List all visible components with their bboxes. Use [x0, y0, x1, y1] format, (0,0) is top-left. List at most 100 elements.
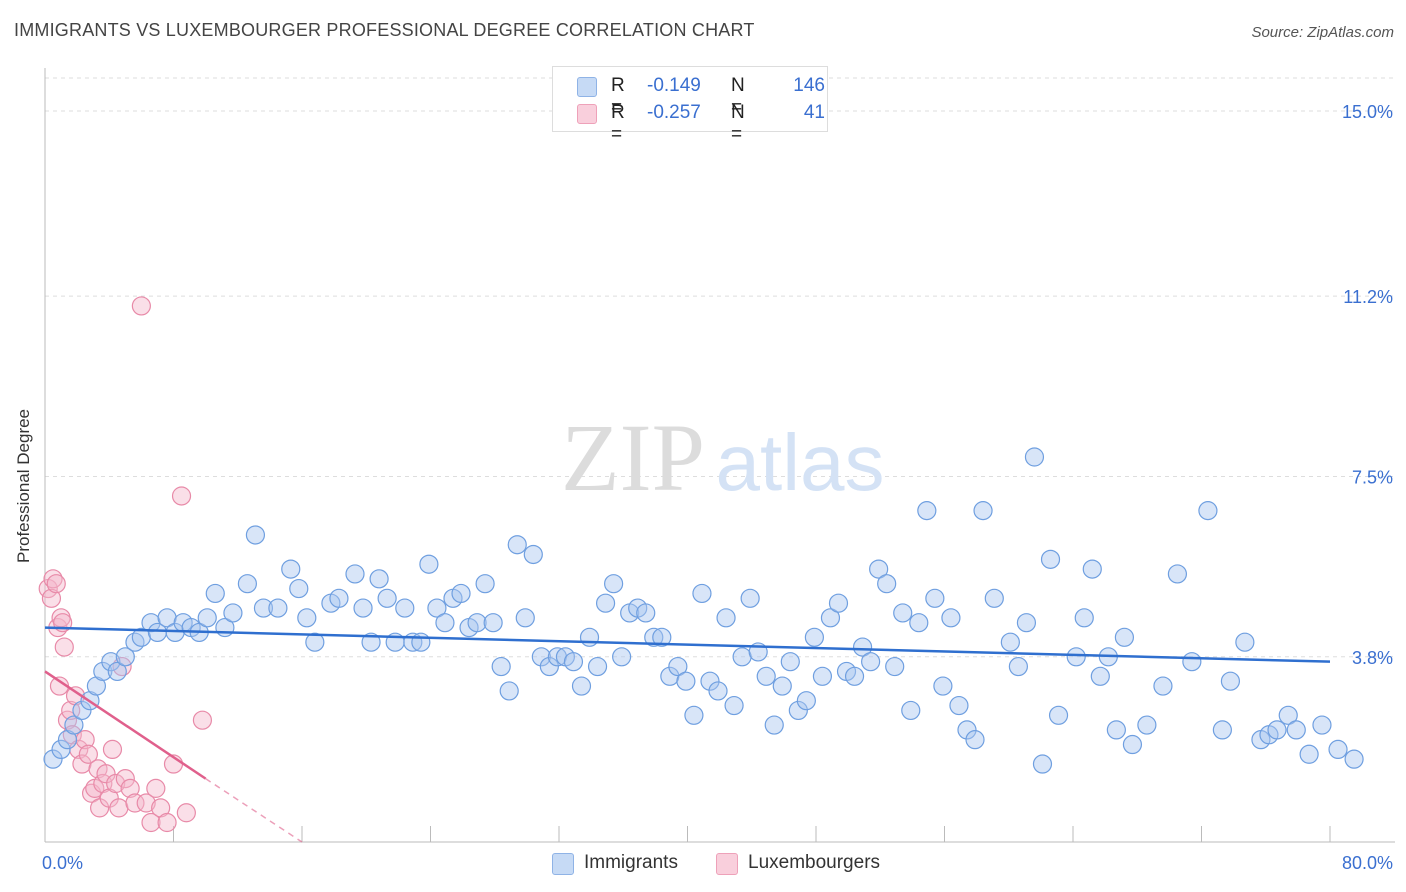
immigrant-point-86 — [764, 715, 784, 735]
immigrant-point-83 — [740, 588, 760, 608]
correlation-legend: R = -0.149 N = 146 R = -0.257 N = 41 — [552, 66, 828, 145]
r-value: -0.257 — [647, 102, 701, 123]
immigrant-point-76 — [684, 705, 704, 725]
immigrant-point-88 — [780, 652, 800, 672]
immigrant-point-118 — [1032, 754, 1053, 774]
immigrant-point-97 — [852, 637, 873, 657]
immigrant-point-36 — [361, 632, 381, 652]
immigrant-point-28 — [281, 559, 301, 579]
immigrant-point-25 — [245, 525, 266, 545]
x-tick-label-max: 80.0% — [1342, 853, 1393, 873]
immigrant-point-27 — [268, 598, 288, 618]
immigrant-point-21 — [205, 583, 225, 604]
luxembourger-point-3 — [46, 574, 66, 594]
luxembourger-point-8 — [54, 637, 74, 657]
immigrant-point-102 — [893, 603, 913, 623]
immigrant-point-91 — [804, 627, 824, 647]
immigrant-point-29 — [289, 578, 309, 599]
immigrant-point-113 — [984, 588, 1004, 608]
legend-swatch-luxembourgers — [716, 853, 738, 875]
y-tick-label-1: 7.5% — [1352, 467, 1393, 487]
immigrant-point-61 — [563, 652, 584, 672]
watermark-atlas: atlas — [716, 418, 885, 507]
immigrant-point-67 — [612, 647, 632, 667]
x-tick-label-min: 0.0% — [42, 853, 83, 873]
legend-swatch-immigrants — [552, 853, 574, 875]
immigrant-point-144 — [1344, 749, 1364, 769]
immigrant-point-101 — [885, 656, 905, 677]
immigrant-point-139 — [1267, 720, 1287, 740]
immigrant-point-94 — [828, 593, 849, 613]
luxembourgers-trend-extension — [205, 778, 303, 843]
immigrant-point-9 — [107, 661, 127, 682]
y-tick-label-3: 15.0% — [1342, 102, 1393, 122]
luxembourger-point-36 — [157, 812, 177, 833]
luxembourger-point-25 — [106, 773, 126, 794]
immigrant-point-33 — [329, 588, 349, 608]
grid-lines — [45, 77, 1395, 658]
immigrant-point-104 — [909, 613, 929, 633]
immigrant-point-80 — [716, 608, 736, 628]
immigrant-point-30 — [297, 608, 317, 628]
immigrant-point-142 — [1299, 744, 1319, 764]
watermark-zip: ZIP — [561, 404, 705, 511]
immigrant-point-70 — [636, 603, 656, 623]
immigrant-point-35 — [353, 598, 373, 618]
immigrant-point-72 — [652, 627, 672, 647]
immigrant-point-105 — [917, 501, 937, 521]
immigrant-point-54 — [507, 535, 527, 555]
immigrant-point-55 — [515, 608, 535, 628]
legend-swatch-luxembourgers — [577, 104, 597, 124]
luxembourger-point-31 — [131, 296, 151, 316]
immigrant-point-58 — [539, 656, 559, 677]
n-value: 146 — [793, 75, 825, 96]
immigrant-point-24 — [237, 574, 257, 594]
immigrant-point-40 — [395, 598, 415, 618]
y-tick-label-0: 3.8% — [1352, 648, 1393, 668]
immigrant-point-8 — [101, 652, 121, 672]
immigrant-points — [43, 447, 1364, 774]
luxembourger-point-26 — [109, 798, 129, 818]
luxembourger-points — [38, 296, 213, 833]
immigrant-point-106 — [925, 588, 945, 608]
immigrant-point-109 — [949, 695, 969, 716]
luxembourger-point-16 — [78, 744, 98, 764]
immigrant-point-96 — [844, 666, 865, 686]
immigrant-point-63 — [579, 627, 600, 647]
immigrant-point-141 — [1286, 720, 1306, 740]
r-label: R = — [611, 102, 625, 145]
immigrant-point-115 — [1008, 656, 1028, 677]
immigrant-point-50 — [475, 574, 495, 594]
immigrant-point-7 — [93, 661, 113, 682]
legend-label-immigrants: Immigrants — [584, 852, 678, 873]
immigrant-point-143 — [1328, 739, 1348, 760]
luxembourger-point-33 — [141, 812, 161, 833]
immigrant-point-100 — [877, 574, 897, 594]
immigrant-point-132 — [1182, 652, 1202, 672]
immigrant-point-111 — [965, 730, 985, 750]
immigrant-point-52 — [491, 656, 511, 677]
luxembourger-point-40 — [192, 710, 213, 730]
immigrant-point-43 — [419, 554, 439, 574]
immigrant-point-136 — [1235, 632, 1255, 652]
immigrant-point-130 — [1153, 676, 1173, 696]
y-tick-label-2: 11.2% — [1343, 287, 1393, 307]
immigrants-trend-line — [44, 626, 1331, 663]
immigrant-point-0 — [43, 749, 63, 769]
immigrant-point-126 — [1106, 720, 1126, 740]
immigrant-point-34 — [345, 564, 365, 584]
immigrant-point-89 — [788, 700, 808, 721]
luxembourger-point-24 — [102, 739, 123, 760]
immigrant-point-92 — [812, 666, 833, 686]
immigrant-point-82 — [732, 647, 752, 667]
chart-title: IMMIGRANTS VS LUXEMBOURGER PROFESSIONAL … — [14, 20, 755, 40]
immigrant-point-114 — [1000, 632, 1020, 652]
immigrant-point-129 — [1137, 715, 1157, 735]
immigrant-point-44 — [427, 598, 447, 618]
immigrant-point-38 — [377, 588, 397, 608]
source-label: Source: ZipAtlas.com — [1251, 24, 1394, 41]
immigrant-point-42 — [411, 632, 431, 652]
immigrant-point-62 — [571, 676, 592, 696]
immigrant-point-122 — [1074, 608, 1094, 628]
immigrant-point-103 — [901, 700, 921, 721]
